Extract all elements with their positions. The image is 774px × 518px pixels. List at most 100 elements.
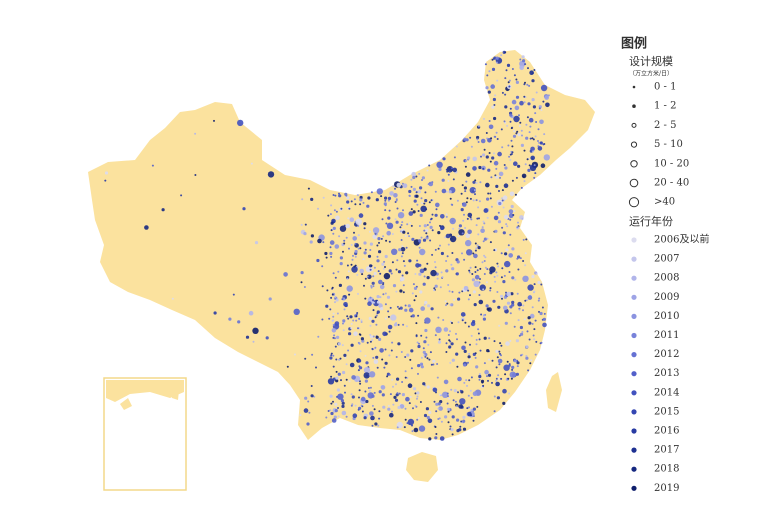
station-dot (456, 338, 458, 341)
station-dot (293, 308, 300, 315)
station-dot (463, 213, 465, 216)
station-dot (370, 191, 373, 194)
station-dot (518, 114, 520, 117)
station-dot (475, 338, 478, 341)
station-dot (387, 404, 390, 407)
station-dot (533, 164, 536, 167)
station-dot (522, 309, 524, 312)
station-dot (379, 348, 384, 353)
station-dot (250, 162, 253, 165)
station-dot (534, 172, 537, 175)
station-dot (408, 189, 412, 194)
station-dot (400, 351, 403, 353)
station-dot (513, 74, 516, 77)
station-dot (348, 247, 350, 250)
station-dot (411, 171, 417, 177)
station-dot (453, 156, 456, 159)
station-dot (310, 234, 314, 238)
station-dot (511, 179, 514, 182)
station-dot (381, 358, 384, 361)
station-dot (402, 183, 408, 188)
station-dot (304, 396, 308, 400)
station-dot (372, 356, 375, 359)
station-dot (332, 272, 335, 275)
station-dot (509, 305, 513, 309)
station-dot (511, 276, 515, 280)
station-dot (333, 415, 337, 419)
station-dot (529, 362, 532, 365)
station-dot (527, 295, 533, 300)
station-dot (477, 141, 480, 143)
station-dot (341, 298, 344, 301)
station-dot (504, 51, 507, 54)
station-dot (413, 199, 417, 203)
station-dot (531, 157, 534, 160)
station-dot (433, 289, 436, 292)
station-dot (405, 396, 410, 402)
station-dot (359, 382, 362, 385)
station-dot (404, 418, 407, 421)
station-dot (515, 132, 518, 135)
station-dot (373, 272, 377, 276)
station-dot (484, 369, 489, 375)
station-dot (343, 384, 346, 387)
station-dot (520, 354, 522, 357)
station-dot (350, 200, 353, 203)
station-dot (526, 116, 529, 119)
station-dot (531, 322, 534, 325)
station-dot (526, 83, 529, 86)
station-dot (398, 248, 402, 252)
station-dot (534, 135, 537, 138)
station-dot (442, 157, 446, 161)
station-dot (497, 265, 500, 268)
station-dot (467, 298, 470, 301)
station-dot (457, 376, 462, 382)
station-dot (525, 123, 528, 126)
station-dot (481, 261, 484, 264)
station-dot (467, 325, 470, 328)
station-dot (377, 270, 380, 273)
station-dot (419, 268, 425, 274)
station-dot (513, 359, 517, 363)
station-dot (382, 405, 386, 409)
station-dot (371, 347, 374, 350)
year-label: 2006及以前 (654, 233, 709, 246)
station-dot (387, 324, 393, 330)
station-dot (502, 388, 507, 394)
station-dot (519, 121, 522, 124)
station-dot (446, 392, 449, 395)
station-dot (486, 307, 490, 311)
station-dot (511, 145, 514, 148)
station-dot (428, 437, 432, 441)
station-dot (480, 228, 485, 233)
station-dot (372, 299, 375, 302)
station-dot (486, 197, 490, 201)
station-dot (335, 210, 338, 213)
station-dot (511, 99, 517, 105)
station-dot (416, 259, 419, 262)
station-dot (431, 213, 434, 216)
station-dot (428, 181, 434, 187)
station-dot (517, 221, 519, 224)
station-dot (525, 356, 529, 360)
station-dot (493, 410, 496, 413)
station-dot (461, 345, 466, 351)
station-dot (424, 300, 428, 305)
station-dot (396, 305, 399, 308)
station-dot (517, 319, 520, 322)
station-dot (321, 285, 324, 288)
station-dot (455, 352, 459, 356)
station-dot (464, 227, 467, 229)
station-dot (472, 419, 475, 422)
station-dot (465, 379, 468, 382)
station-dot (540, 84, 548, 92)
station-dot (356, 273, 359, 276)
station-dot (364, 379, 368, 383)
station-dot (369, 386, 372, 389)
hainan-island (406, 452, 438, 482)
station-dot (414, 273, 417, 275)
station-dot (383, 267, 385, 270)
station-dot (368, 371, 376, 378)
station-dot (301, 198, 304, 201)
station-dot (369, 335, 374, 339)
